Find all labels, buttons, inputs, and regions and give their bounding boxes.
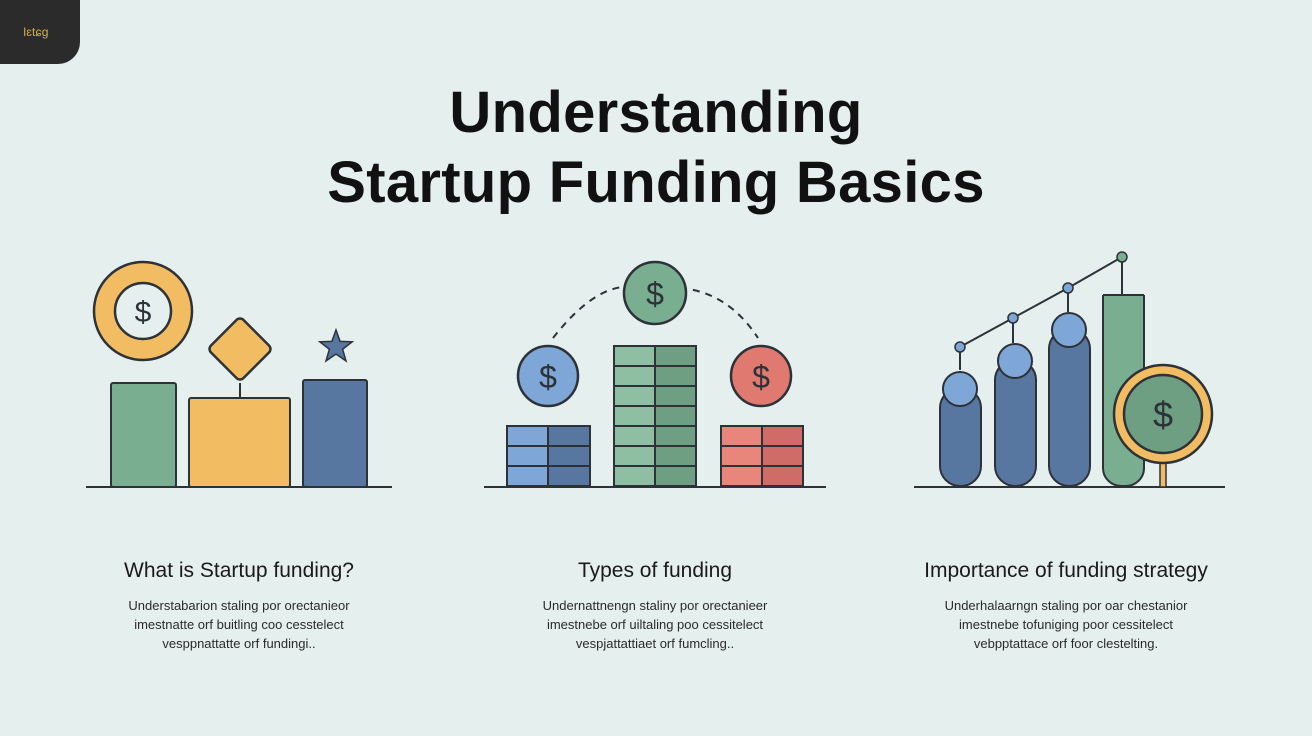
dashed-arc-right: [679, 287, 759, 339]
coin-icon-blue: $: [516, 344, 580, 408]
section-body-line: imestnebe orf uiltaling poo cessitelect: [546, 617, 764, 632]
bar-yellow: [188, 397, 291, 488]
page-title: Understanding Startup Funding Basics: [0, 78, 1312, 218]
page-title-line-1: Understanding: [449, 80, 863, 145]
section-what-is-funding: What is Startup funding? Understabarion …: [39, 556, 439, 653]
dollar-sign-icon: $: [646, 276, 664, 312]
magnifier-icon: $: [1112, 363, 1214, 488]
illustration-what-is-funding: $: [86, 260, 392, 488]
dollar-sign-icon: $: [1153, 394, 1173, 435]
bar-green: [110, 382, 177, 488]
section-heading: Importance of funding strategy: [924, 559, 1208, 582]
section-body-line: imestnebe tofuniging poor cessitelect: [959, 617, 1173, 632]
section-body-line: imestnatte orf buitling coo cesstelect: [134, 617, 344, 632]
section-body: Understabarion staling por orectanieor i…: [39, 596, 439, 653]
section-body-line: Understabarion staling por orectanieor: [128, 598, 350, 613]
section-body: Undernattnengn staliny por orectanieer i…: [455, 596, 855, 653]
section-heading: What is Startup funding?: [124, 559, 354, 582]
illustration-types-of-funding: $ $ $: [484, 260, 826, 488]
brand-logo-text: lɛtɕg: [23, 25, 49, 39]
page-title-line-2: Startup Funding Basics: [327, 150, 985, 215]
star-icon: [317, 327, 355, 363]
growth-point: [954, 341, 966, 353]
dollar-sign-icon: $: [752, 359, 770, 395]
growth-point: [1007, 312, 1019, 324]
section-types-of-funding: Types of funding Undernattnengn staliny …: [455, 556, 855, 653]
dollar-sign-icon: $: [135, 296, 152, 329]
section-body-line: vebpptattace orf foor clestelting.: [973, 636, 1159, 651]
coin-icon-red: $: [729, 344, 793, 408]
diamond-icon: [208, 317, 272, 381]
section-body-line: Underhalaarngn staling por oar chestanio…: [944, 598, 1188, 613]
bar-blue: [302, 379, 368, 488]
coin-stack-green: [613, 345, 697, 487]
section-body: Underhalaarngn staling por oar chestanio…: [866, 596, 1266, 653]
illustration-funding-strategy: $: [914, 251, 1225, 488]
dollar-sign-icon: $: [539, 359, 557, 395]
growth-point: [1116, 251, 1128, 263]
coin-icon: $: [92, 260, 194, 362]
section-body-line: vespjattattiaet orf fumcling..: [575, 636, 735, 651]
coin-stack-red: [720, 425, 804, 487]
growth-point: [1062, 282, 1074, 294]
section-heading: Types of funding: [577, 559, 733, 582]
coin-icon-green: $: [622, 260, 688, 326]
section-body-line: Undernattnengn staliny por orectanieer: [542, 598, 768, 613]
brand-logo: lɛtɕg: [0, 0, 80, 64]
section-body-line: vesppnattatte orf fundingi..: [162, 636, 316, 651]
section-funding-strategy: Importance of funding strategy Underhala…: [866, 556, 1266, 653]
growth-line: [959, 256, 1123, 348]
coin-stack-blue: [506, 425, 591, 487]
pill-bar-3: [1048, 328, 1091, 487]
